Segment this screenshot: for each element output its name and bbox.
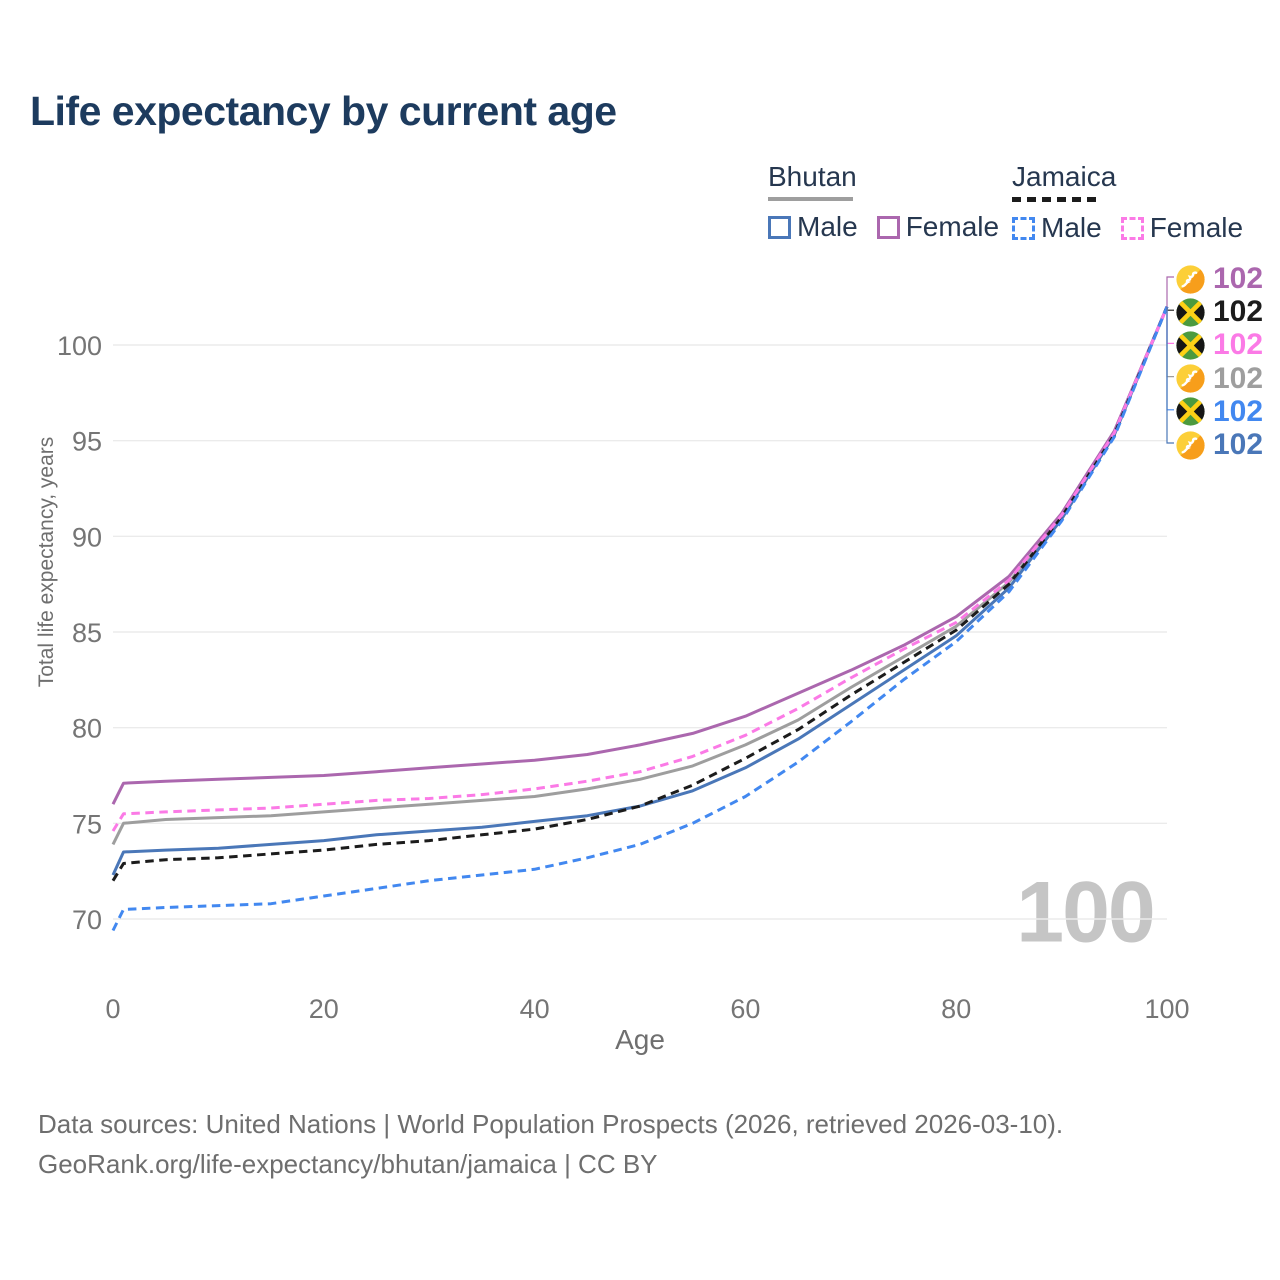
- x-tick-label: 60: [730, 994, 760, 1024]
- legend-row-jamaica: Male Female: [1012, 212, 1262, 244]
- end-label-leader: [1166, 306, 1174, 344]
- series-line-bhutan_male[interactable]: [111, 306, 1169, 876]
- legend-item-bhutan-female[interactable]: Female: [876, 211, 1000, 243]
- end-label-value: 102: [1213, 428, 1264, 461]
- series-line-bhutan_female[interactable]: [111, 306, 1169, 805]
- series-line-jamaica_female[interactable]: [111, 306, 1169, 832]
- jamaica-flag-icon: [1176, 298, 1205, 327]
- end-label-bhutan_male: 102: [1176, 428, 1263, 462]
- jamaica-male-swatch-icon: [1012, 216, 1035, 240]
- legend-underline-bhutan: [768, 197, 853, 201]
- x-tick-label: 80: [941, 994, 971, 1024]
- legend-item-bhutan-male[interactable]: Male: [768, 211, 858, 243]
- y-axis-title: Total life expectancy, years: [35, 436, 58, 688]
- end-label-bhutan_female: 102: [1176, 262, 1263, 296]
- legend-group-bhutan: Bhutan Male Female: [768, 161, 1018, 243]
- x-tick-label: 0: [105, 994, 120, 1024]
- legend-label-bhutan-female: Female: [905, 211, 1000, 242]
- legend-label-bhutan-male: Male: [797, 211, 858, 242]
- legend-row-bhutan: Male Female: [768, 211, 1018, 243]
- jamaica-flag-icon: [1176, 331, 1205, 360]
- y-tick-label: 90: [72, 522, 102, 552]
- end-label-value: 102: [1213, 295, 1264, 329]
- bhutan-female-swatch-icon: [876, 215, 900, 239]
- legend-label-jamaica-female: Female: [1149, 212, 1244, 243]
- jamaica-flag-icon: [1176, 397, 1205, 426]
- watermark-age-100: 100: [1016, 864, 1155, 961]
- y-tick-label: 85: [72, 618, 102, 648]
- end-label-jamaica_male: 102: [1176, 395, 1263, 429]
- end-label-value: 102: [1213, 328, 1264, 362]
- series-line-bhutan_total[interactable]: [111, 306, 1169, 846]
- legend-country-jamaica: Jamaica: [1012, 161, 1117, 192]
- bhutan-male-swatch-icon: [768, 215, 791, 239]
- legend-item-jamaica-male[interactable]: Male: [1012, 212, 1102, 244]
- end-label-leader: [1166, 306, 1174, 411]
- legend-group-jamaica: Jamaica Male Female: [1012, 161, 1262, 244]
- page-title: Life expectancy by current age: [30, 88, 617, 134]
- x-tick-label: 20: [309, 994, 339, 1024]
- series-line-jamaica_total[interactable]: [111, 306, 1169, 882]
- jamaica-female-swatch-icon: [1120, 216, 1144, 240]
- y-tick-label: 75: [72, 809, 102, 839]
- x-tick-label: 100: [1144, 994, 1189, 1024]
- end-label-jamaica_total: 102: [1176, 295, 1263, 329]
- end-label-value: 102: [1213, 361, 1264, 395]
- bhutan-flag-icon: [1176, 364, 1205, 393]
- series-line-jamaica_male[interactable]: [111, 306, 1169, 932]
- y-tick-label: 95: [72, 427, 102, 457]
- x-tick-label: 40: [520, 994, 550, 1024]
- footer-data-sources: Data sources: United Nations | World Pop…: [38, 1109, 1064, 1139]
- y-tick-label: 100: [57, 331, 102, 361]
- y-tick-label: 80: [72, 714, 102, 744]
- legend-item-jamaica-female[interactable]: Female: [1120, 212, 1244, 244]
- end-label-value: 102: [1213, 262, 1264, 295]
- end-label-leader: [1166, 306, 1174, 444]
- end-label-leader: [1166, 276, 1174, 307]
- bhutan-flag-icon: [1176, 430, 1205, 460]
- bhutan-flag-icon: [1176, 264, 1205, 294]
- legend-country-bhutan: Bhutan: [768, 161, 857, 192]
- footer-attribution: GeoRank.org/life-expectancy/bhutan/jamai…: [38, 1149, 658, 1179]
- x-axis-title: Age: [615, 1024, 665, 1055]
- end-label-jamaica_female: 102: [1176, 328, 1263, 362]
- footer: Data sources: United Nations | World Pop…: [38, 1104, 1063, 1184]
- legend-label-jamaica-male: Male: [1041, 212, 1102, 243]
- end-label-leader: [1166, 306, 1174, 378]
- end-label-value: 102: [1213, 394, 1264, 428]
- end-label-bhutan_total: 102: [1176, 362, 1263, 396]
- y-tick-label: 70: [72, 905, 102, 935]
- legend-underline-jamaica: [1012, 197, 1101, 202]
